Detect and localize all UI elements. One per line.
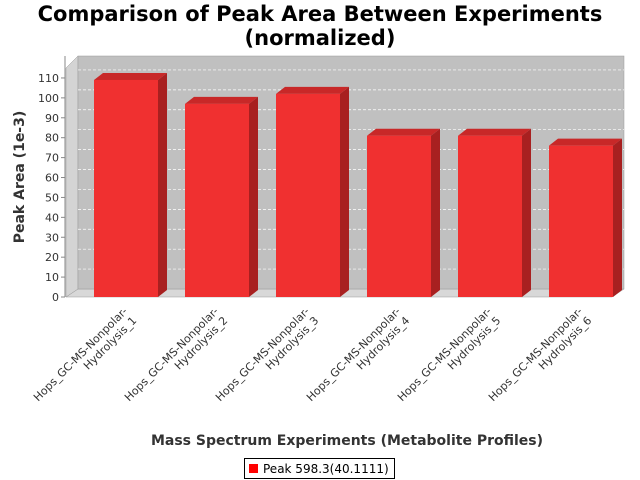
x-axis-label: Mass Spectrum Experiments (Metabolite Pr…: [151, 433, 543, 449]
bar-front: [94, 79, 158, 298]
chart-title-line-1: Comparison of Peak Area Between Experime…: [37, 2, 603, 26]
bar: [276, 86, 349, 297]
bar-side: [431, 128, 440, 297]
bar-side: [249, 96, 258, 297]
y-axis-label: Peak Area (1e-3): [12, 111, 28, 244]
y-tick-label: 90: [45, 112, 59, 125]
bar-front: [458, 135, 522, 297]
gridlines: [78, 69, 624, 270]
bar-side: [158, 72, 167, 298]
y-tick-label: 0: [52, 291, 59, 304]
y-tick-label: 10: [45, 271, 59, 284]
chart-title-line-2: (normalized): [244, 26, 396, 50]
bar-front: [367, 135, 431, 297]
chart-title: Comparison of Peak Area Between Experime…: [0, 2, 640, 50]
y-tick-label: 110: [38, 72, 59, 85]
y-tick-label: 50: [45, 191, 59, 204]
plot-left-wall: [65, 55, 79, 298]
bar-side: [340, 86, 349, 297]
bar-front: [185, 103, 249, 297]
x-tick-label-line: Hops_GC-MS-Nonpolar-: [486, 305, 585, 404]
bar-top: [549, 138, 622, 146]
bar-top: [367, 128, 440, 136]
y-tick-label: 30: [45, 231, 59, 244]
bar: [185, 96, 258, 297]
x-tick-labels: Hops_GC-MS-Nonpolar-Hydrolysis_1Hops_GC-…: [31, 305, 594, 413]
x-tick-label-line: Hops_GC-MS-Nonpolar-: [395, 305, 494, 404]
y-tick-label: 60: [45, 172, 59, 185]
bar-side: [522, 128, 531, 297]
bar-top: [458, 128, 531, 136]
x-tick-label-line: Hops_GC-MS-Nonpolar-: [122, 305, 221, 404]
legend-label: Peak 598.3(40.1111): [263, 461, 389, 476]
y-tick-label: 80: [45, 132, 59, 145]
bar: [367, 128, 440, 297]
bar: [458, 128, 531, 297]
bars: [94, 72, 622, 298]
legend: Peak 598.3(40.1111): [244, 458, 395, 479]
bar-top: [276, 86, 349, 94]
y-tick-label: 40: [45, 211, 59, 224]
bar-front: [549, 145, 613, 297]
bar-top: [185, 96, 258, 104]
bar: [549, 138, 622, 297]
y-tick-label: 20: [45, 251, 59, 264]
plot-background: [65, 55, 625, 298]
bar-top: [94, 72, 167, 80]
plot-back-wall: [77, 55, 625, 290]
bar-side: [613, 138, 622, 297]
bar-front: [276, 93, 340, 297]
x-tick-label-line: Hops_GC-MS-Nonpolar-: [213, 305, 312, 404]
y-tick-label: 100: [38, 92, 59, 105]
legend-swatch: [249, 464, 258, 473]
x-tick-label-line: Hops_GC-MS-Nonpolar-: [31, 305, 130, 404]
y-tick-label: 70: [45, 152, 59, 165]
x-tick-label-line: Hops_GC-MS-Nonpolar-: [304, 305, 403, 404]
y-axis: 0 10 20 30 40 50 60 70 80 90 100 110: [38, 56, 66, 304]
x-tick-label: Hops_GC-MS-Nonpolar-Hydrolysis_6: [486, 305, 594, 413]
bar: [94, 72, 167, 298]
